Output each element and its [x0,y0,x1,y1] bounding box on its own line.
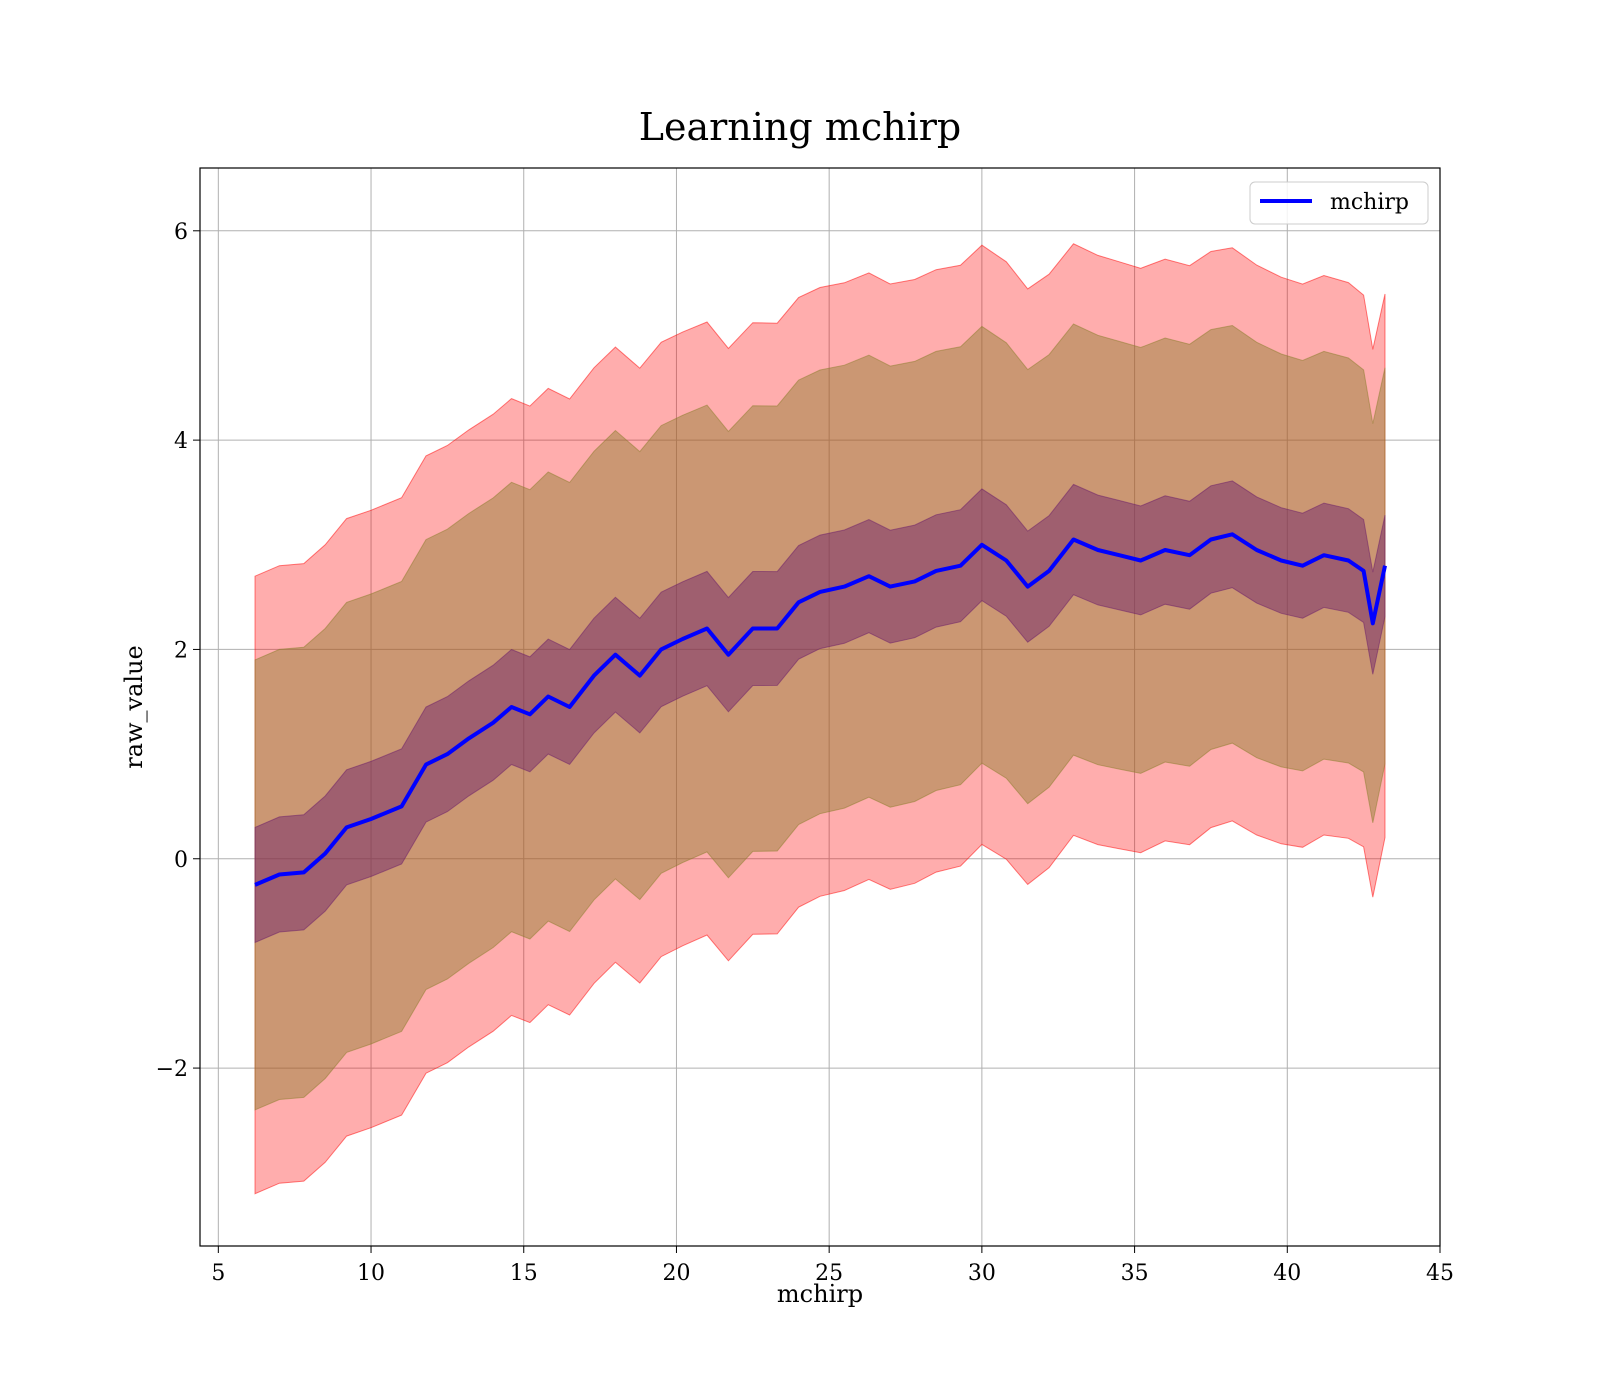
series-lines [254,532,1387,887]
x-tick-label: 45 [1426,1261,1454,1286]
y-ticks: −2 0 2 4 6 [156,220,200,1082]
x-ticks: 5 10 15 20 25 30 35 40 45 [211,1246,1454,1286]
plot-frame [199,167,1441,1247]
y-tick-label: 0 [174,848,188,873]
x-tick-label: 10 [357,1261,385,1286]
legend-label-mchirp: mchirp [1330,190,1409,215]
y-tick-label: 2 [174,638,188,663]
confidence-bands [254,243,1386,1195]
x-tick-label: 25 [815,1261,843,1286]
band-middle [254,323,1386,1111]
legend: mchirp [1249,181,1429,225]
grid [200,168,1441,1246]
x-tick-label: 30 [968,1261,996,1286]
x-tick-label: 20 [662,1261,690,1286]
band-inner [254,480,1386,944]
x-tick-label: 40 [1273,1261,1301,1286]
band-outer [254,243,1386,1195]
legend-box [1249,181,1429,225]
y-tick-label: 4 [174,429,188,454]
x-axis-label: mchirp [777,1280,863,1308]
y-tick-label: 6 [174,220,188,245]
x-tick-label: 15 [510,1261,538,1286]
series-line-mchirp [254,532,1387,887]
chart-title: Learning mchirp [639,105,961,149]
y-axis-label: raw_value [120,645,148,769]
x-tick-label: 5 [211,1261,225,1286]
x-tick-label: 35 [1121,1261,1149,1286]
y-tick-label: −2 [156,1057,188,1082]
